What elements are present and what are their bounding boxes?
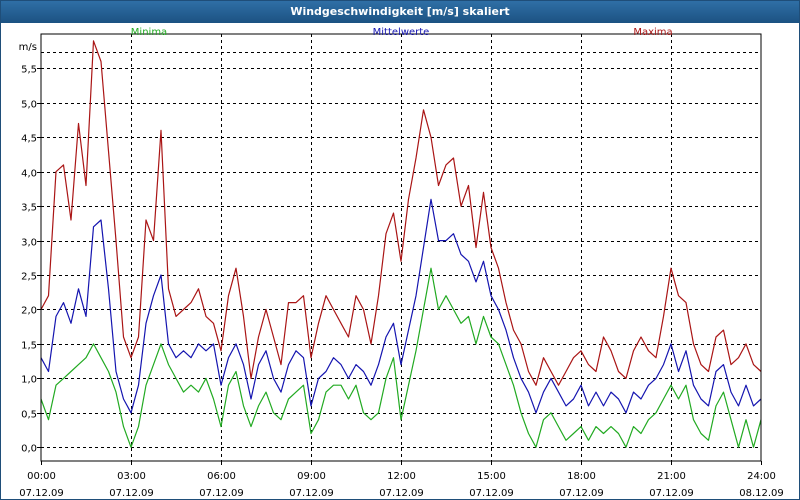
x-tick-date: 08.12.09 [739, 488, 784, 499]
legend-mittelwerte: Mittelwerte [373, 27, 430, 38]
y-axis: 0,0 0,5 1,0 1,5 2,0 2,5 3,0 3,5 4,0 4,5 5,0 5,5 [21, 65, 41, 455]
x-tick-date: 07.12.09 [649, 488, 694, 499]
x-axis: 00:00 07.12.09 03:00 07.12.09 06:00 07.12.09 0… [19, 461, 784, 499]
x-tick-time: 15:00 [477, 471, 506, 482]
y-tick-label: 4,0 [21, 169, 37, 180]
x-tick-date: 07.12.09 [559, 488, 604, 499]
x-tick-date: 07.12.09 [469, 488, 514, 499]
x-tick-date: 07.12.09 [289, 488, 334, 499]
y-tick-label: 3,0 [21, 238, 37, 249]
series-line-maxima [40, 40, 762, 386]
y-tick-label: 1,0 [21, 375, 37, 386]
x-tick-time: 12:00 [387, 471, 416, 482]
x-tick-time: 18:00 [567, 471, 596, 482]
window-title: Windgeschwindigkeit [m/s] skaliert [1, 1, 799, 23]
series-line-minima [40, 267, 762, 448]
y-tick-label: 0,5 [21, 410, 37, 421]
x-tick-time: 24:00 [747, 471, 776, 482]
x-tick-time: 00:00 [27, 471, 56, 482]
x-tick-time: 03:00 [117, 471, 146, 482]
x-tick-time: 06:00 [207, 471, 236, 482]
y-tick-label: 2,5 [21, 272, 37, 283]
x-tick-date: 07.12.09 [19, 488, 64, 499]
x-tick-date: 07.12.09 [199, 488, 244, 499]
legend: Minima Mittelwerte Maxima [131, 27, 673, 38]
y-tick-label: 0,0 [21, 444, 37, 455]
y-axis-label: m/s [19, 42, 37, 53]
y-tick-label: 4,5 [21, 134, 37, 145]
y-tick-label: 1,5 [21, 341, 37, 352]
legend-minima: Minima [131, 27, 167, 38]
series-layer [40, 40, 762, 448]
x-tick-date: 07.12.09 [109, 488, 154, 499]
x-tick-time: 21:00 [657, 471, 686, 482]
y-tick-label: 5,0 [21, 100, 37, 111]
legend-maxima: Maxima [633, 27, 672, 38]
series-line-mittelwerte [40, 198, 762, 414]
grid-layer [41, 34, 761, 461]
x-tick-date: 07.12.09 [379, 488, 424, 499]
y-tick-label: 2,0 [21, 306, 37, 317]
y-tick-label: 3,5 [21, 203, 37, 214]
y-tick-label: 5,5 [21, 65, 37, 76]
x-tick-time: 09:00 [297, 471, 326, 482]
